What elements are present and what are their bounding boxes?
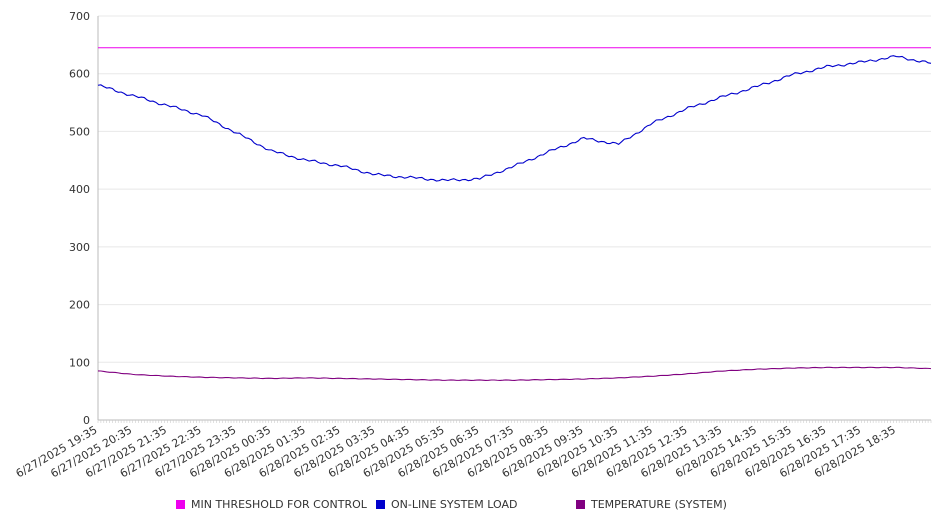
y-tick-label: 100 bbox=[69, 356, 90, 369]
y-tick-label: 300 bbox=[69, 241, 90, 254]
y-tick-label: 200 bbox=[69, 299, 90, 312]
legend-item-min-threshold: MIN THRESHOLD FOR CONTROL bbox=[176, 498, 367, 511]
y-axis-tick-labels: 0 100 200 300 400 500 600 700 bbox=[69, 10, 90, 427]
series-line-on-line-system-load bbox=[97, 55, 932, 182]
y-tick-label: 400 bbox=[69, 183, 90, 196]
series-line-temperature-system bbox=[97, 366, 932, 381]
legend-item-temperature: TEMPERATURE (SYSTEM) bbox=[576, 498, 727, 511]
y-tick-label: 700 bbox=[69, 10, 90, 23]
legend-label-temperature: TEMPERATURE (SYSTEM) bbox=[591, 498, 727, 511]
axes bbox=[97, 16, 932, 423]
legend-swatch-temperature bbox=[576, 500, 585, 509]
legend-item-system-load: ON-LINE SYSTEM LOAD bbox=[376, 498, 517, 511]
legend-swatch-system-load bbox=[376, 500, 385, 509]
grid-lines bbox=[98, 15, 931, 363]
legend: MIN THRESHOLD FOR CONTROL ON-LINE SYSTEM… bbox=[0, 498, 946, 514]
y-tick-label: 600 bbox=[69, 68, 90, 81]
legend-label-system-load: ON-LINE SYSTEM LOAD bbox=[391, 498, 518, 511]
series-lines bbox=[97, 47, 932, 381]
y-tick-label: 500 bbox=[69, 125, 90, 138]
legend-label-min-threshold: MIN THRESHOLD FOR CONTROL bbox=[191, 498, 367, 511]
x-axis-tick-labels: 6/27/2025 19:356/27/2025 20:356/27/2025 … bbox=[14, 423, 898, 480]
y-tick-label: 0 bbox=[83, 414, 90, 427]
legend-swatch-min-threshold bbox=[176, 500, 185, 509]
